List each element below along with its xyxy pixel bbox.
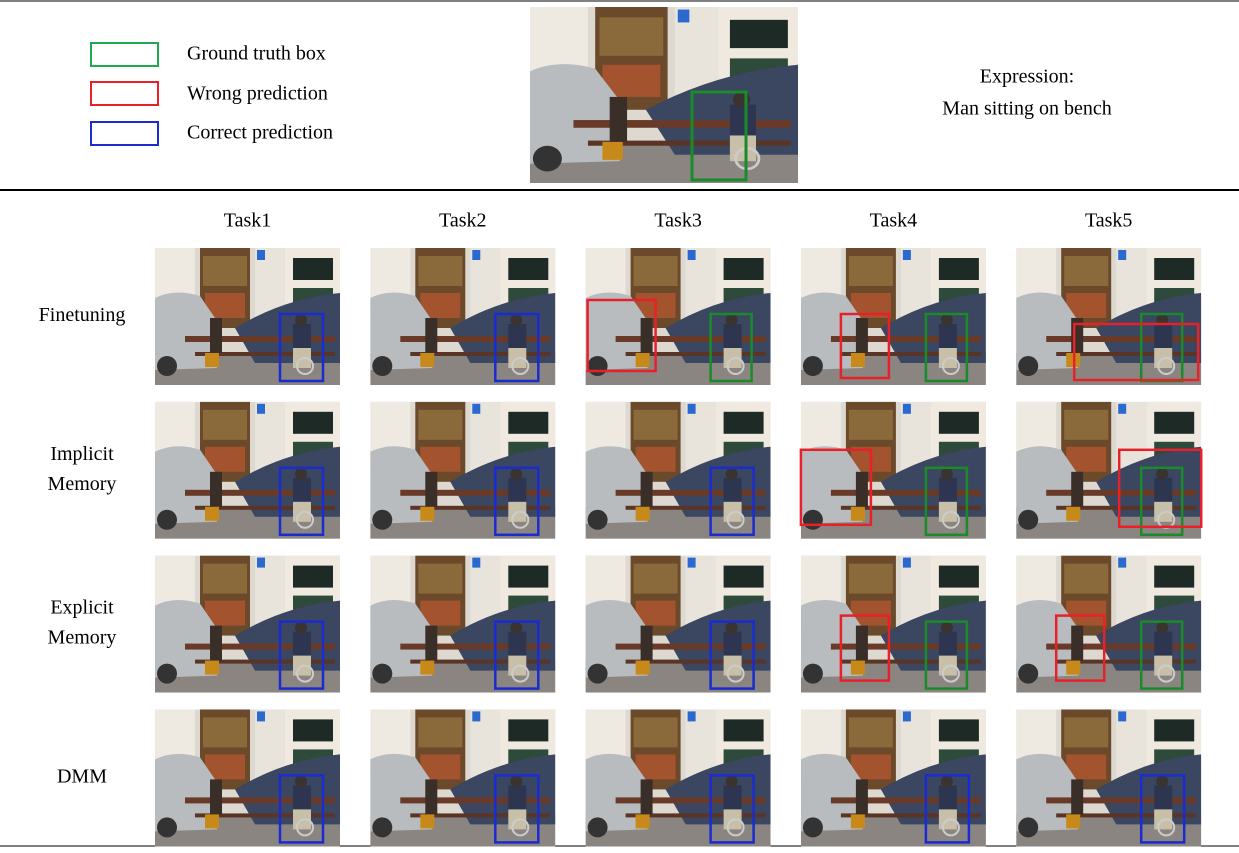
task-label: Task3 [654, 210, 701, 232]
legend-swatch [90, 42, 159, 67]
task-label: Task4 [870, 210, 917, 232]
wrong-box [839, 614, 891, 682]
ground-truth-box [924, 466, 969, 537]
ground-truth-box [690, 90, 748, 182]
wrong-box [1054, 614, 1106, 682]
result-image [800, 709, 986, 847]
correct-box [709, 466, 755, 537]
correct-box [494, 466, 540, 537]
method-label: DMM [57, 765, 107, 787]
result-image [585, 401, 771, 539]
result-image [155, 401, 340, 539]
result-image [585, 709, 771, 847]
wrong-box [799, 448, 873, 527]
correct-box [494, 620, 540, 690]
legend-label: Wrong prediction [187, 83, 328, 105]
wrong-box [839, 312, 891, 380]
legend-label: Correct prediction [187, 122, 333, 144]
wrong-box [1072, 322, 1200, 382]
result-image [370, 709, 556, 847]
correct-box [278, 774, 325, 844]
result-image [800, 401, 986, 539]
task-label: Task1 [224, 210, 271, 232]
method-label: Explicit [50, 597, 114, 619]
expression-text: Man sitting on bench [942, 98, 1111, 120]
ground-truth-box [924, 620, 969, 690]
result-image [370, 555, 556, 693]
method-label: Finetuning [39, 304, 126, 326]
result-image [370, 248, 556, 385]
ground-truth-box [1139, 620, 1184, 690]
method-label: Implicit [50, 443, 114, 465]
correct-box [278, 620, 325, 690]
task-label: Task2 [439, 210, 486, 232]
result-image [1016, 709, 1202, 847]
correct-box [924, 774, 971, 844]
result-image [155, 709, 340, 847]
result-image [585, 555, 771, 693]
method-label: Memory [48, 627, 117, 649]
ground-truth-box [709, 312, 753, 383]
correct-box [494, 774, 540, 844]
correct-box [494, 312, 540, 383]
legend-swatch [90, 81, 159, 106]
correct-box [709, 620, 755, 690]
result-image [800, 555, 986, 693]
result-image [1016, 555, 1202, 693]
result-image [155, 248, 340, 385]
legend-swatch [90, 121, 159, 146]
wrong-box [1117, 448, 1203, 529]
task-label: Task5 [1085, 210, 1132, 232]
correct-box [278, 312, 325, 383]
expression-label: Expression: [980, 66, 1074, 88]
result-image [155, 555, 340, 693]
correct-box [278, 466, 325, 537]
query-image [530, 7, 798, 183]
method-label: Memory [48, 473, 117, 495]
legend-label: Ground truth box [187, 43, 326, 65]
correct-box [1139, 774, 1186, 844]
correct-box [709, 774, 755, 844]
result-image [1016, 401, 1202, 539]
ground-truth-box [924, 312, 969, 383]
ground-truth-box [1139, 466, 1184, 537]
result-image [585, 248, 771, 385]
result-image [1016, 248, 1202, 385]
result-image [800, 248, 986, 385]
result-image [370, 401, 556, 539]
wrong-box [586, 298, 657, 373]
